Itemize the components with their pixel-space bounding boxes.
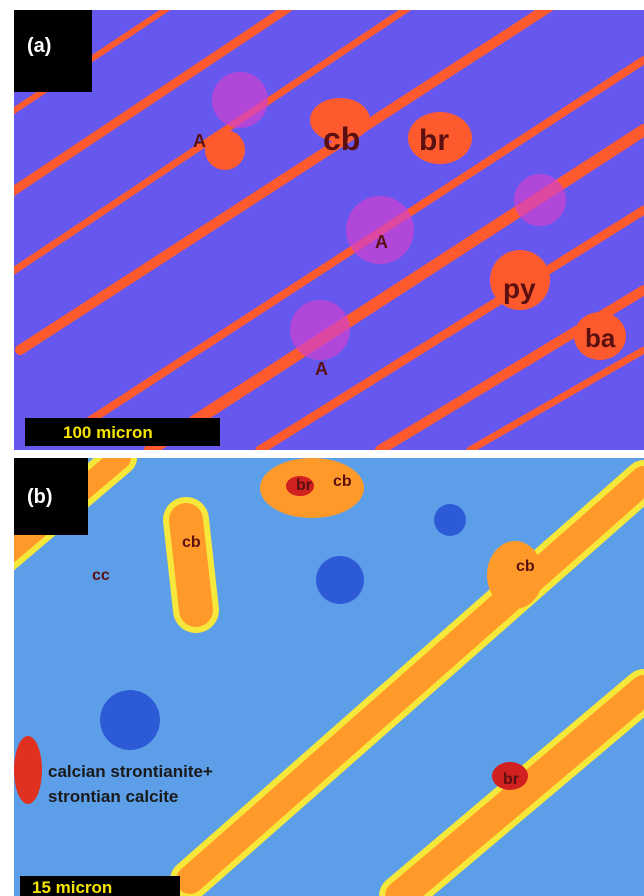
annotation: calcian strontianite+ — [48, 762, 213, 781]
page: {"panels": [ {"label": "(a)", "annotatio… — [0, 0, 644, 896]
annotation: br — [503, 771, 519, 788]
annotation: strontian calcite — [48, 787, 178, 806]
annotation: cc — [92, 567, 110, 584]
figure: (a) A cb br A py ba A 100 micron — [0, 0, 644, 896]
annotation: A — [315, 359, 328, 379]
annotation: py — [503, 273, 536, 304]
micrograph-a — [0, 0, 644, 450]
annotation: cb — [516, 558, 535, 575]
scale-bar-label: 100 micron — [63, 423, 153, 442]
annotation: ba — [585, 323, 616, 353]
annotation: cb — [333, 473, 352, 490]
annotation: cb — [182, 534, 201, 551]
annotation: br — [296, 477, 312, 494]
panel-label: (a) — [27, 35, 51, 57]
label-box — [14, 10, 92, 92]
scale-bar-label: 15 micron — [32, 878, 112, 896]
annotation: br — [419, 124, 449, 157]
annotation: cb — [323, 121, 360, 157]
panel-label: (b) — [27, 486, 53, 508]
micrograph-b — [0, 458, 644, 896]
annotation: A — [375, 232, 388, 252]
annotation: A — [193, 131, 206, 151]
